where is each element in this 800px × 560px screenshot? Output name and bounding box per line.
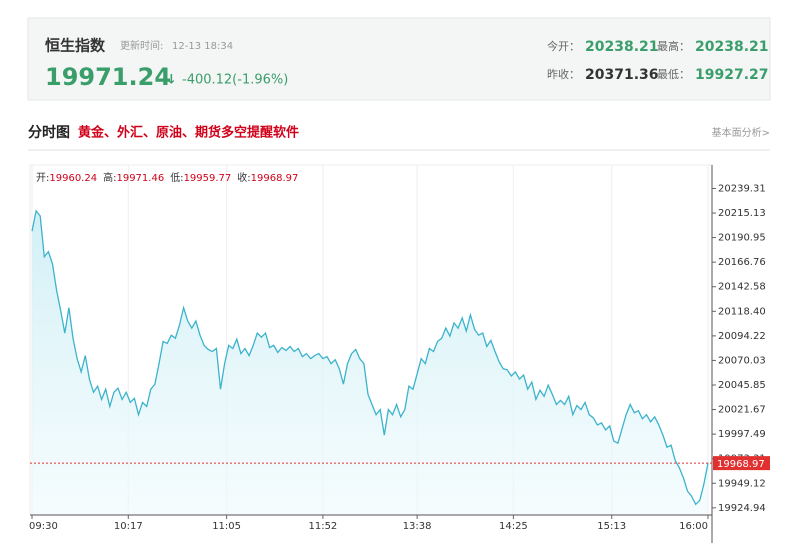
y-tick-label: 20166.76: [718, 257, 766, 268]
y-tick-label: 20094.22: [718, 331, 766, 342]
y-tick-label: 19997.49: [718, 429, 766, 440]
x-tick-label: 15:13: [597, 521, 626, 532]
stat-label: 最高：: [657, 39, 690, 53]
update-label: 更新时间:: [120, 39, 163, 52]
stat-label: 今开：: [547, 39, 580, 53]
x-tick-label: 14:25: [499, 521, 528, 532]
y-tick-label: 20215.13: [718, 208, 766, 219]
y-tick-label: 19949.12: [718, 478, 766, 489]
ohlc-label: 低:: [170, 171, 183, 184]
y-tick-label: 20021.67: [718, 405, 766, 416]
promo-link[interactable]: 黄金、外汇、原油、期货多空提醒软件: [78, 125, 299, 141]
y-tick-label: 20070.03: [718, 355, 766, 366]
ohlc-label: 开:: [36, 173, 49, 184]
stat-value: 20238.21: [695, 39, 769, 55]
stat-value: 20371.36: [585, 67, 659, 83]
ohlc-value: 19971.46: [116, 173, 164, 184]
area: [32, 210, 708, 515]
ohlc-value: 19968.97: [251, 173, 299, 184]
header-panel: [27, 17, 771, 101]
x-tick-label: 13:38: [403, 521, 432, 532]
update-time: 12-13 18:34: [172, 41, 233, 52]
price: 19971.24: [45, 63, 171, 91]
ohlc-label: 高:: [103, 171, 116, 184]
analysis-link[interactable]: 基本面分析>: [712, 126, 770, 139]
current-label: 19968.97: [717, 459, 765, 470]
x-tick-label: 10:17: [114, 521, 143, 532]
x-tick-label: 11:52: [308, 521, 337, 532]
y-tick-label: 20239.31: [718, 183, 766, 194]
change: -400.12(-1.96%): [182, 73, 288, 88]
y-tick-label: 20045.85: [718, 380, 766, 391]
index-title: 恒生指数: [45, 37, 106, 55]
y-tick-label: 19924.94: [718, 503, 766, 514]
price-line: [31, 209, 709, 506]
x-tick-label: 09:30: [29, 521, 58, 532]
x-tick-label: 16:00: [679, 521, 708, 532]
current-box: [713, 456, 770, 471]
stat-label: 昨收：: [547, 67, 580, 81]
ohlc-value: 19959.77: [184, 173, 232, 184]
section-title: 分时图: [28, 124, 70, 141]
y-tick-label: 20190.95: [718, 233, 766, 244]
plot: 09:30 10:17 11:05 11:52 13:38 14:25 15:13 16:00…: [29, 165, 770, 543]
stat-value: 19927.27: [695, 67, 769, 83]
stat-label: 最低：: [657, 68, 690, 81]
ohlc-label: 收:: [237, 171, 250, 184]
y-tick-label: 20118.40: [718, 306, 766, 317]
y-tick-label: 20142.58: [718, 282, 766, 293]
x-tick-label: 11:05: [212, 521, 241, 532]
stat-value: 20238.21: [585, 39, 659, 55]
ohlc-value: 19960.24: [49, 173, 97, 184]
arrow: ↓: [166, 73, 177, 88]
